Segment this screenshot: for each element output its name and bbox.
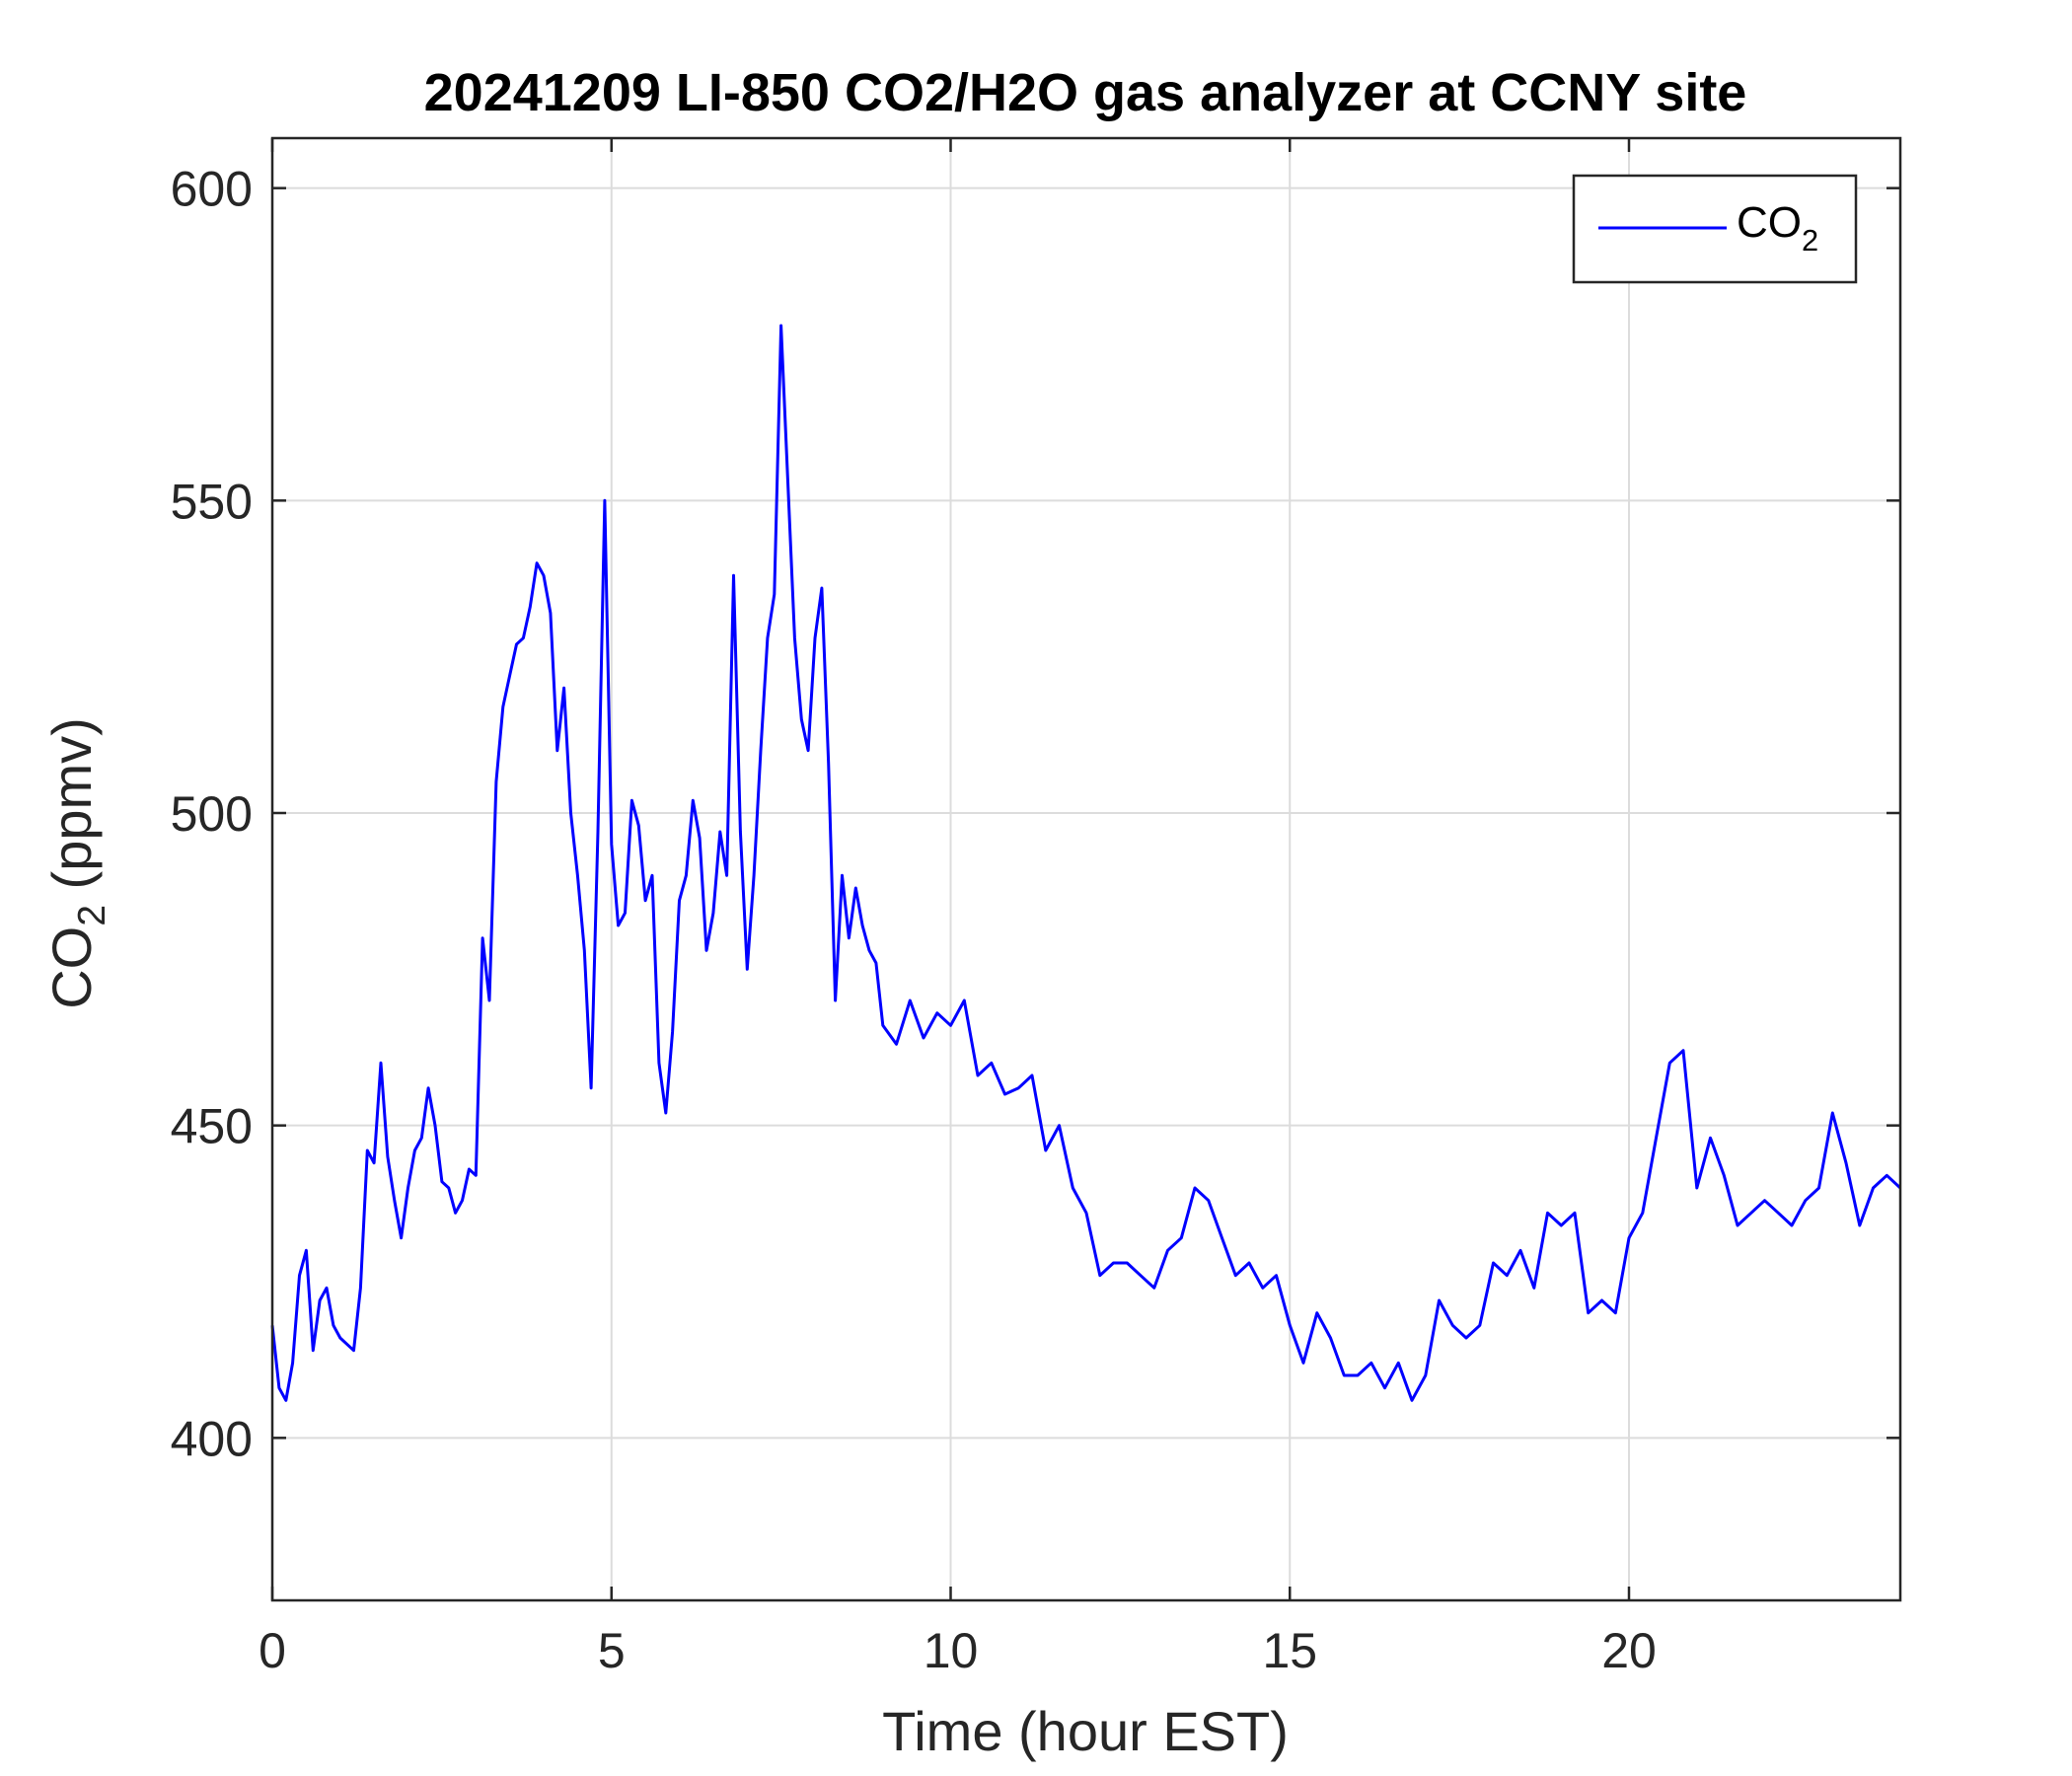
x-axis-label: Time (hour EST): [882, 1700, 1289, 1762]
y-label-suffix: (ppmv): [40, 717, 103, 905]
x-tick-label: 10: [924, 1623, 979, 1678]
axis-ticks: 0 5 10 15 20 400 450 500 550 600: [171, 138, 1900, 1678]
y-tick-label: 600: [171, 162, 253, 217]
y-tick-label: 500: [171, 786, 253, 842]
y-tick-label: 400: [171, 1411, 253, 1466]
y-axis-label: CO2 (ppmv): [40, 717, 113, 1009]
x-tick-label: 15: [1262, 1623, 1317, 1678]
x-tick-label: 20: [1601, 1623, 1657, 1678]
legend: CO2: [1572, 174, 1858, 284]
y-label-main: CO: [40, 926, 103, 1009]
legend-label-co2: CO2: [1737, 198, 1818, 258]
legend-label-main: CO: [1737, 198, 1802, 247]
y-tick-label: 450: [171, 1099, 253, 1154]
plot-area: [270, 136, 1902, 1602]
y-tick-label: 550: [171, 474, 253, 529]
x-tick-label: 0: [259, 1623, 286, 1678]
x-tick-label: 5: [598, 1623, 626, 1678]
series-line-co2: [270, 324, 1902, 1402]
chart-title: 20241209 LI-850 CO2/H2O gas analyzer at …: [424, 63, 1747, 122]
y-label-subscript: 2: [71, 905, 113, 926]
legend-label-subscript: 2: [1802, 223, 1818, 258]
